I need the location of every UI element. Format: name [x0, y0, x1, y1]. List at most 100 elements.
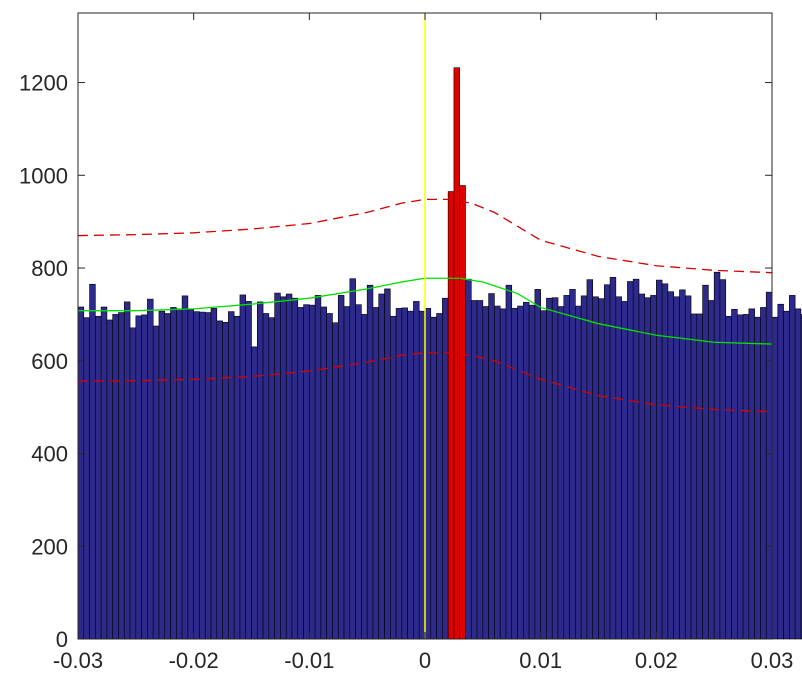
histogram-bar — [95, 315, 102, 640]
histogram-bars — [77, 67, 802, 640]
histogram-bar — [690, 313, 698, 640]
histogram-bar — [395, 308, 403, 640]
histogram-bar — [592, 296, 599, 640]
histogram-bar — [384, 288, 391, 640]
y-tick-label: 1200 — [19, 71, 68, 96]
x-tick-label: -0.01 — [284, 648, 334, 673]
histogram-bar — [609, 277, 617, 640]
highlight-bar — [447, 191, 455, 640]
histogram-bar — [100, 306, 108, 640]
histogram-bar — [777, 303, 784, 640]
histogram-bar — [135, 315, 142, 640]
histogram-bar — [656, 279, 663, 640]
x-tick-label: 0.02 — [635, 648, 678, 673]
histogram-bar — [754, 316, 761, 640]
lower-bound-line — [77, 352, 773, 413]
histogram-bar — [708, 300, 715, 640]
histogram-bar — [627, 281, 634, 640]
histogram-bar — [789, 295, 796, 640]
histogram-bar — [482, 306, 489, 640]
histogram-bar — [679, 289, 686, 640]
y-tick-label: 800 — [31, 256, 68, 281]
histogram-bar — [361, 314, 368, 640]
highlight-bar — [459, 185, 466, 640]
histogram-bar — [563, 295, 570, 640]
histogram-bar — [152, 325, 160, 640]
histogram-bar — [256, 301, 264, 640]
histogram-bar — [222, 321, 229, 640]
histogram-bar — [129, 327, 137, 640]
histogram-bar — [413, 301, 420, 640]
x-tick-label: 0.03 — [751, 648, 794, 673]
histogram-bar — [736, 314, 744, 640]
histogram-bar — [349, 278, 356, 640]
histogram-bar — [696, 313, 703, 640]
histogram-bar — [187, 309, 194, 640]
histogram-bar — [297, 307, 304, 640]
y-tick-label: 200 — [31, 534, 68, 559]
histogram-bar — [713, 271, 721, 640]
histogram-bar — [603, 284, 611, 640]
histogram-bar — [291, 297, 299, 640]
histogram-bar — [760, 307, 767, 640]
x-tick-label: 0 — [419, 648, 431, 673]
histogram-bar — [210, 308, 218, 640]
mean-line — [78, 277, 773, 345]
histogram-bar — [702, 284, 709, 640]
histogram-bar — [632, 278, 640, 640]
histogram-bar — [199, 311, 206, 640]
histogram-bar — [424, 308, 432, 640]
histogram-bar — [494, 305, 501, 640]
y-tick-label: 400 — [31, 442, 68, 467]
histogram-bar — [355, 304, 362, 640]
histogram-bar — [783, 310, 790, 640]
histogram-bar — [517, 305, 524, 640]
histogram-bar — [557, 306, 565, 640]
histogram-bar — [251, 346, 258, 640]
upper-bound-line — [77, 198, 773, 274]
histogram-bar — [268, 317, 275, 640]
histogram-bar — [228, 311, 235, 640]
histogram-bar — [580, 295, 588, 640]
histogram-bar — [638, 293, 646, 640]
histogram-bar — [476, 300, 484, 640]
histogram-bar — [598, 298, 605, 640]
histogram-bar — [158, 310, 166, 640]
histogram-bar — [326, 313, 333, 640]
histogram-bar — [112, 314, 119, 640]
histogram-bar — [540, 310, 547, 640]
histogram-bar — [684, 295, 692, 640]
histogram-bar — [366, 284, 374, 640]
histogram-bar — [123, 301, 131, 640]
histogram-bar — [118, 312, 125, 640]
histogram-bar — [372, 307, 380, 640]
histogram-bar — [147, 298, 154, 640]
x-tick-label: -0.02 — [169, 648, 219, 673]
histogram-bar — [320, 306, 327, 640]
histogram-bar — [204, 312, 212, 640]
histogram-bar — [748, 308, 755, 640]
histogram-bar — [176, 308, 183, 640]
histogram-bar — [407, 310, 414, 640]
histogram-bar — [141, 314, 148, 640]
histogram-bar — [546, 297, 553, 640]
histogram-bar — [77, 306, 85, 640]
histogram-bar — [378, 293, 385, 640]
histogram-bar — [569, 289, 576, 640]
histogram-bar — [465, 278, 472, 640]
histogram-bar — [216, 320, 223, 640]
y-tick-label: 600 — [31, 349, 68, 374]
histogram-bar — [106, 319, 113, 640]
histogram-bar — [274, 292, 281, 640]
histogram-bar — [800, 314, 802, 640]
histogram-bar — [436, 313, 443, 640]
histogram-bar — [401, 307, 408, 640]
histogram-bar — [575, 305, 582, 640]
histogram-bar — [794, 308, 802, 640]
y-tick-label: 0 — [56, 627, 68, 652]
histogram-bar — [239, 294, 247, 640]
histogram-bar — [89, 283, 96, 640]
histogram-bar — [621, 301, 628, 640]
histogram-bar — [193, 311, 200, 640]
